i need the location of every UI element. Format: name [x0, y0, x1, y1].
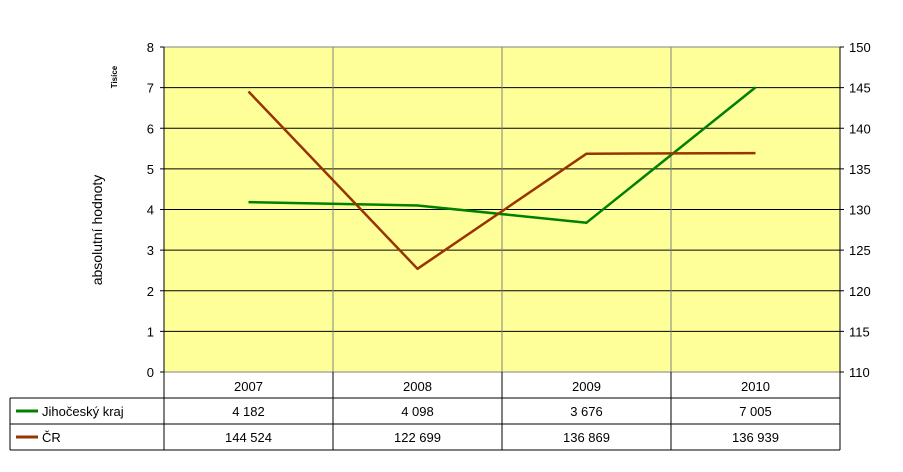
legend-label: ČR	[42, 430, 61, 445]
right-tick-label: 150	[849, 40, 871, 55]
table-cell: 4 182	[232, 404, 265, 419]
series-line	[248, 86, 757, 224]
right-tick-label: 120	[849, 284, 871, 299]
table-cell: 3 676	[570, 404, 603, 419]
table-cell: 136 869	[563, 430, 610, 445]
table-cell: 136 939	[732, 430, 779, 445]
series-lines	[247, 86, 757, 271]
table-cell: 144 524	[225, 430, 272, 445]
right-axis: 110 115 120 125 130 135 140 145 150	[839, 40, 871, 380]
category-label: 2007	[234, 379, 263, 394]
legend-label: Jihočeský kraj	[42, 404, 124, 419]
right-tick-label: 125	[849, 243, 871, 258]
left-tick-label: 3	[147, 243, 154, 258]
category-label: 2009	[572, 379, 601, 394]
left-tick-label: 4	[147, 203, 154, 218]
gridlines	[164, 47, 840, 372]
right-tick-label: 135	[849, 162, 871, 177]
left-axis: 0 1 2 3 4 5 6 7 8	[147, 40, 165, 380]
data-table: 2007 2008 2009 2010 Jihočeský kraj 4 182 4 098…	[9, 372, 841, 451]
category-label: 2010	[741, 379, 770, 394]
right-tick-label: 145	[849, 81, 871, 96]
left-tick-label: 2	[147, 284, 154, 299]
left-tick-label: 0	[147, 365, 154, 380]
right-tick-label: 110	[849, 365, 870, 380]
right-tick-label: 115	[849, 324, 870, 339]
right-tick-label: 130	[849, 203, 871, 218]
right-tick-label: 140	[849, 121, 871, 136]
left-tick-label: 1	[147, 324, 154, 339]
table-cell: 7 005	[739, 404, 772, 419]
category-label: 2008	[403, 379, 432, 394]
table-cell: 122 699	[394, 430, 441, 445]
left-axis-label: absolutní hodnoty	[89, 175, 105, 286]
left-tick-label: 7	[147, 81, 154, 96]
series-line	[247, 90, 756, 271]
left-tick-label: 8	[147, 40, 154, 55]
table-cell: 4 098	[401, 404, 434, 419]
left-tick-label: 6	[147, 121, 154, 136]
left-tick-label: 5	[147, 162, 154, 177]
left-axis-unit-label: Tisíce	[110, 65, 119, 88]
